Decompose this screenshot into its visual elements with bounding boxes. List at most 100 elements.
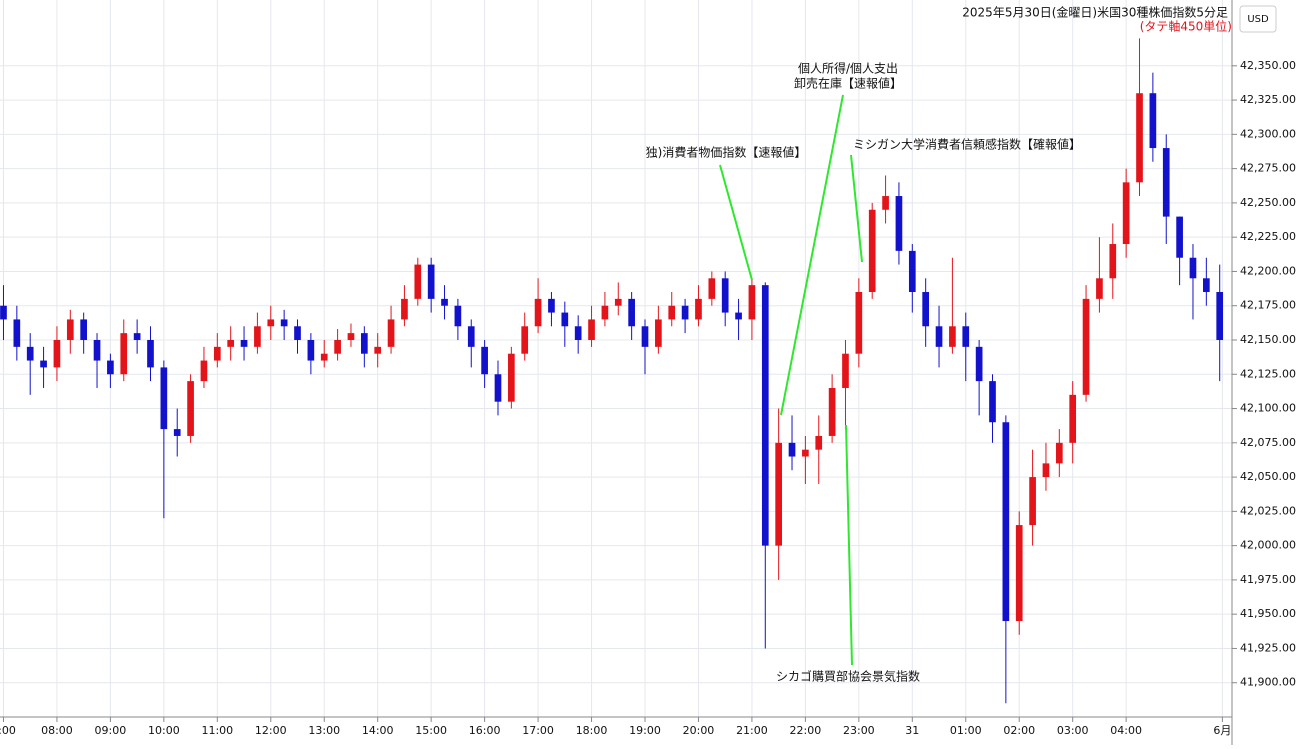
x-tick-label: 10:00 (148, 724, 180, 737)
candle-body (1136, 93, 1143, 183)
candle-body (962, 326, 970, 347)
candle-body (107, 360, 114, 375)
candle-body (254, 326, 261, 347)
candle-body (1149, 93, 1157, 149)
candle-body (187, 381, 194, 436)
candle-body (40, 360, 47, 368)
candle-body (895, 196, 903, 251)
candle-body (681, 305, 689, 320)
currency-box[interactable] (1239, 5, 1277, 33)
y-tick-label: 42,025.00 (1240, 504, 1296, 517)
annotation: シカゴ購買部協会景気指数 (776, 669, 920, 684)
candle-body (240, 339, 248, 347)
chart-subtitle: (タテ軸450単位) (1140, 19, 1232, 34)
x-tick-label: 22:00 (790, 724, 822, 737)
candle-body (147, 339, 154, 368)
annotation: 卸売在庫【速報値】 (794, 76, 902, 91)
candle-body (1202, 278, 1210, 293)
candle-body (735, 312, 742, 320)
x-tick-label: 7:00 (0, 724, 16, 737)
candle-body (521, 326, 529, 354)
x-tick-label: 21:00 (736, 724, 768, 737)
candle-body (922, 292, 930, 327)
candle-body (761, 285, 769, 546)
candle-body (427, 264, 435, 299)
candle-body (1189, 257, 1197, 279)
candle-body (13, 319, 21, 347)
candle-body (1216, 292, 1224, 340)
candle-body (227, 339, 235, 347)
candle-body (788, 442, 796, 457)
y-tick-label: 42,100.00 (1240, 402, 1296, 415)
y-tick-label: 41,925.00 (1240, 641, 1296, 654)
candle-body (360, 333, 368, 354)
candle-body (868, 209, 876, 293)
candle-body (200, 360, 208, 382)
candle-body (842, 353, 849, 388)
candle-body (855, 292, 863, 354)
x-tick-label: 02:00 (1003, 724, 1035, 737)
candle-body (387, 319, 395, 347)
annotation: ミシガン大学消費者信頼感指数【確報値】 (853, 137, 1081, 152)
candle-body (467, 326, 475, 347)
y-tick-label: 42,000.00 (1240, 539, 1296, 552)
candle-body (949, 326, 956, 347)
candle-body (882, 196, 889, 210)
x-tick-label: 01:00 (950, 724, 982, 737)
leader-line (850, 154, 863, 263)
candle-body (334, 339, 341, 354)
candle-body (815, 435, 823, 450)
candle-body (548, 298, 555, 313)
y-tick-label: 42,250.00 (1240, 196, 1296, 209)
candle-body (80, 319, 88, 340)
candle-body (294, 326, 301, 340)
leader-line (845, 424, 853, 666)
candle-body (1109, 244, 1117, 279)
candle-body (0, 305, 7, 320)
candle-body (828, 387, 836, 436)
y-tick-label: 42,350.00 (1240, 59, 1296, 72)
candle-body (1162, 148, 1170, 217)
candle-body (267, 319, 275, 327)
candle-body (1042, 463, 1050, 478)
y-tick-label: 42,125.00 (1240, 367, 1296, 380)
candle-body (775, 442, 782, 546)
candle-body (307, 339, 315, 361)
y-tick-label: 42,325.00 (1240, 93, 1296, 106)
candle-body (374, 346, 382, 354)
candle-body (66, 319, 74, 340)
candles (0, 38, 1224, 704)
y-tick-label: 41,900.00 (1240, 676, 1296, 689)
y-tick-label: 42,275.00 (1240, 162, 1296, 175)
candle-body (320, 353, 328, 361)
candle-body (441, 298, 448, 306)
candle-body (401, 298, 408, 320)
candle-body (721, 278, 729, 313)
candle-body (748, 285, 756, 320)
candle-body (1122, 182, 1130, 245)
x-tick-label: 11:00 (201, 724, 233, 737)
candle-body (414, 264, 422, 299)
candle-body (213, 346, 221, 361)
candle-body (1055, 442, 1063, 464)
candle-body (989, 381, 996, 423)
candle-body (120, 333, 128, 375)
x-tick-label: 04:00 (1110, 724, 1142, 737)
leader-line (780, 94, 844, 416)
y-tick-label: 41,950.00 (1240, 607, 1296, 620)
currency: USD (1247, 14, 1269, 25)
x-tick-label: 19:00 (629, 724, 661, 737)
x-tick-label: 12:00 (255, 724, 287, 737)
annotation: 個人所得/個人支出 (798, 61, 898, 76)
candle-body (173, 429, 181, 436)
candle-body (454, 305, 462, 327)
grid (0, 0, 1232, 717)
candle-body (628, 298, 635, 327)
y-tick-label: 41,975.00 (1240, 573, 1296, 586)
candle-body (614, 298, 622, 306)
candle-body (508, 353, 515, 402)
candle-body (641, 326, 649, 347)
y-tick-label: 42,200.00 (1240, 264, 1296, 277)
candle-body (601, 305, 609, 320)
